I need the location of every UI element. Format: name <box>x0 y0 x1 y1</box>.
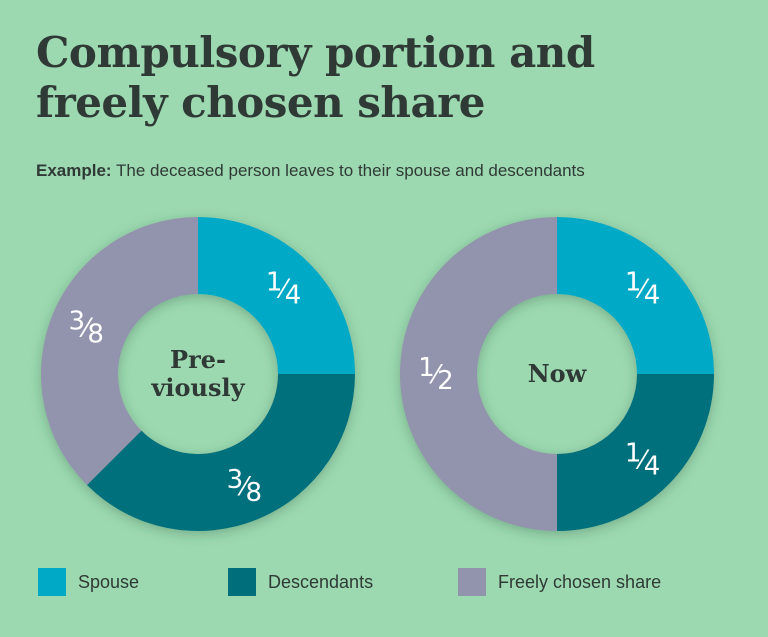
legend-item-spouse: Spouse <box>38 568 139 596</box>
slice-label-freely-chosen-share: 3⁄8 <box>68 307 103 350</box>
legend-item-freely-chosen-share: Freely chosen share <box>458 568 661 596</box>
chart-title: Compulsory portion and freely chosen sha… <box>36 28 595 127</box>
slice-spouse <box>198 217 355 374</box>
legend-swatch-freely-chosen-share <box>458 568 486 596</box>
donut-chart-1: 1⁄4 3⁄8 3⁄8 Pre-viously <box>40 217 355 532</box>
legend-label-freely-chosen-share: Freely chosen share <box>498 571 662 592</box>
slice-label-spouse: 1⁄4 <box>266 267 301 310</box>
slice-descendants <box>86 374 355 532</box>
center-label: Now <box>528 359 588 388</box>
legend-item-descendants: Descendants <box>228 568 373 596</box>
subtitle-text: The deceased person leaves to their spou… <box>116 161 585 180</box>
slice-freely-chosen-share <box>40 217 198 486</box>
slice-label-freely-chosen-share: 1⁄2 <box>418 353 453 396</box>
slice-label-descendants: 1⁄4 <box>625 439 660 482</box>
slice-freely-chosen-share <box>400 217 557 531</box>
slice-label-descendants: 3⁄8 <box>227 465 262 508</box>
chart-subtitle: Example: The deceased person leaves to t… <box>36 161 585 181</box>
legend-swatch-spouse <box>38 568 66 596</box>
donut-ring <box>40 217 355 532</box>
slice-label-spouse: 1⁄4 <box>625 267 660 310</box>
legend-label-descendants: Descendants <box>268 571 374 592</box>
slice-descendants <box>557 374 714 531</box>
legend-label-spouse: Spouse <box>78 571 140 592</box>
legend: Spouse Descendants Freely chosen share <box>0 568 768 602</box>
slice-spouse <box>557 217 714 374</box>
donut-chart-2: 1⁄4 1⁄4 1⁄2 Now <box>400 217 714 531</box>
legend-swatch-descendants <box>228 568 256 596</box>
subtitle-label: Example: <box>36 161 112 180</box>
center-label: Pre-viously <box>150 345 245 402</box>
donut-ring <box>400 217 714 531</box>
